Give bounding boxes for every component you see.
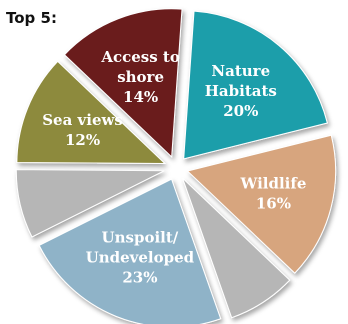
pie-slice-4 xyxy=(15,169,165,238)
slice-label-line: 16% xyxy=(256,195,291,213)
slice-label-line: 12% xyxy=(65,131,100,149)
slice-label-line: 14% xyxy=(123,88,158,106)
slice-label-6: Access to shore 14% xyxy=(100,48,180,106)
slice-label-1: Wildlife 16% xyxy=(240,175,307,213)
slice-label-line: Undeveloped xyxy=(86,248,195,266)
slice-label-0: Nature Habitats 20% xyxy=(205,62,277,120)
slice-label-line: Habitats xyxy=(205,82,277,100)
slice-label-line: 20% xyxy=(223,102,258,120)
slice-label-line: Access to xyxy=(100,48,180,66)
chart-heading: Top 5: xyxy=(6,9,57,27)
slice-label-line: Sea views xyxy=(42,111,123,129)
slice-label-5: Sea views 12% xyxy=(42,111,123,149)
slice-label-line: 23% xyxy=(122,268,157,286)
pie-slice-6 xyxy=(63,8,183,158)
pie-slice-1 xyxy=(186,134,337,274)
slice-label-3: Unspoilt/Undeveloped 23% xyxy=(86,228,195,286)
slice-label-line: Wildlife xyxy=(240,175,307,193)
pie-slice-2 xyxy=(182,177,291,319)
slice-label-line: Unspoilt/ xyxy=(102,228,179,246)
pie-slice-5 xyxy=(16,60,167,165)
slice-label-line: Nature xyxy=(211,62,270,80)
pie-slice-3 xyxy=(38,178,222,324)
pie-slice-0 xyxy=(183,10,328,160)
slice-label-line: shore xyxy=(117,68,164,86)
